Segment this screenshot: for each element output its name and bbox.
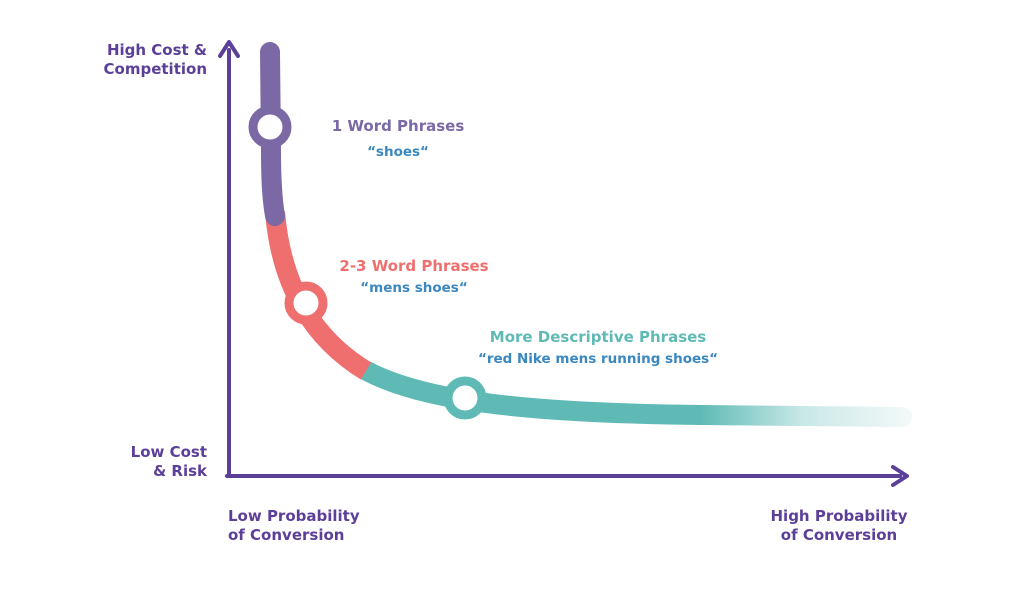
marker	[284, 281, 328, 325]
axis-label: High Cost &	[107, 41, 207, 59]
axis-label: of Conversion	[781, 526, 897, 544]
axis-label: & Risk	[153, 462, 208, 480]
curve-purple	[260, 42, 285, 226]
stage-label: 2-3 Word Phrases	[339, 257, 488, 275]
stage-label: 1 Word Phrases	[332, 117, 465, 135]
stage-label: More Descriptive Phrases	[490, 328, 707, 346]
axis-label: Low Probability	[228, 507, 360, 525]
stage-example: “mens shoes“	[360, 280, 467, 296]
x-arrow	[891, 465, 909, 487]
axis-label: High Probability	[771, 507, 908, 525]
marker	[248, 105, 292, 149]
marker	[443, 376, 487, 420]
axis-label: Low Cost	[131, 443, 207, 461]
y-arrow	[218, 40, 240, 58]
markers	[248, 105, 487, 420]
curve-fade	[690, 405, 912, 427]
curve-teal	[360, 361, 703, 425]
axis-label: of Conversion	[228, 526, 344, 544]
axes	[218, 40, 909, 487]
stage-example: “shoes“	[367, 144, 429, 160]
stage-example: “red Nike mens running shoes“	[478, 351, 718, 367]
axis-label: Competition	[104, 60, 207, 78]
